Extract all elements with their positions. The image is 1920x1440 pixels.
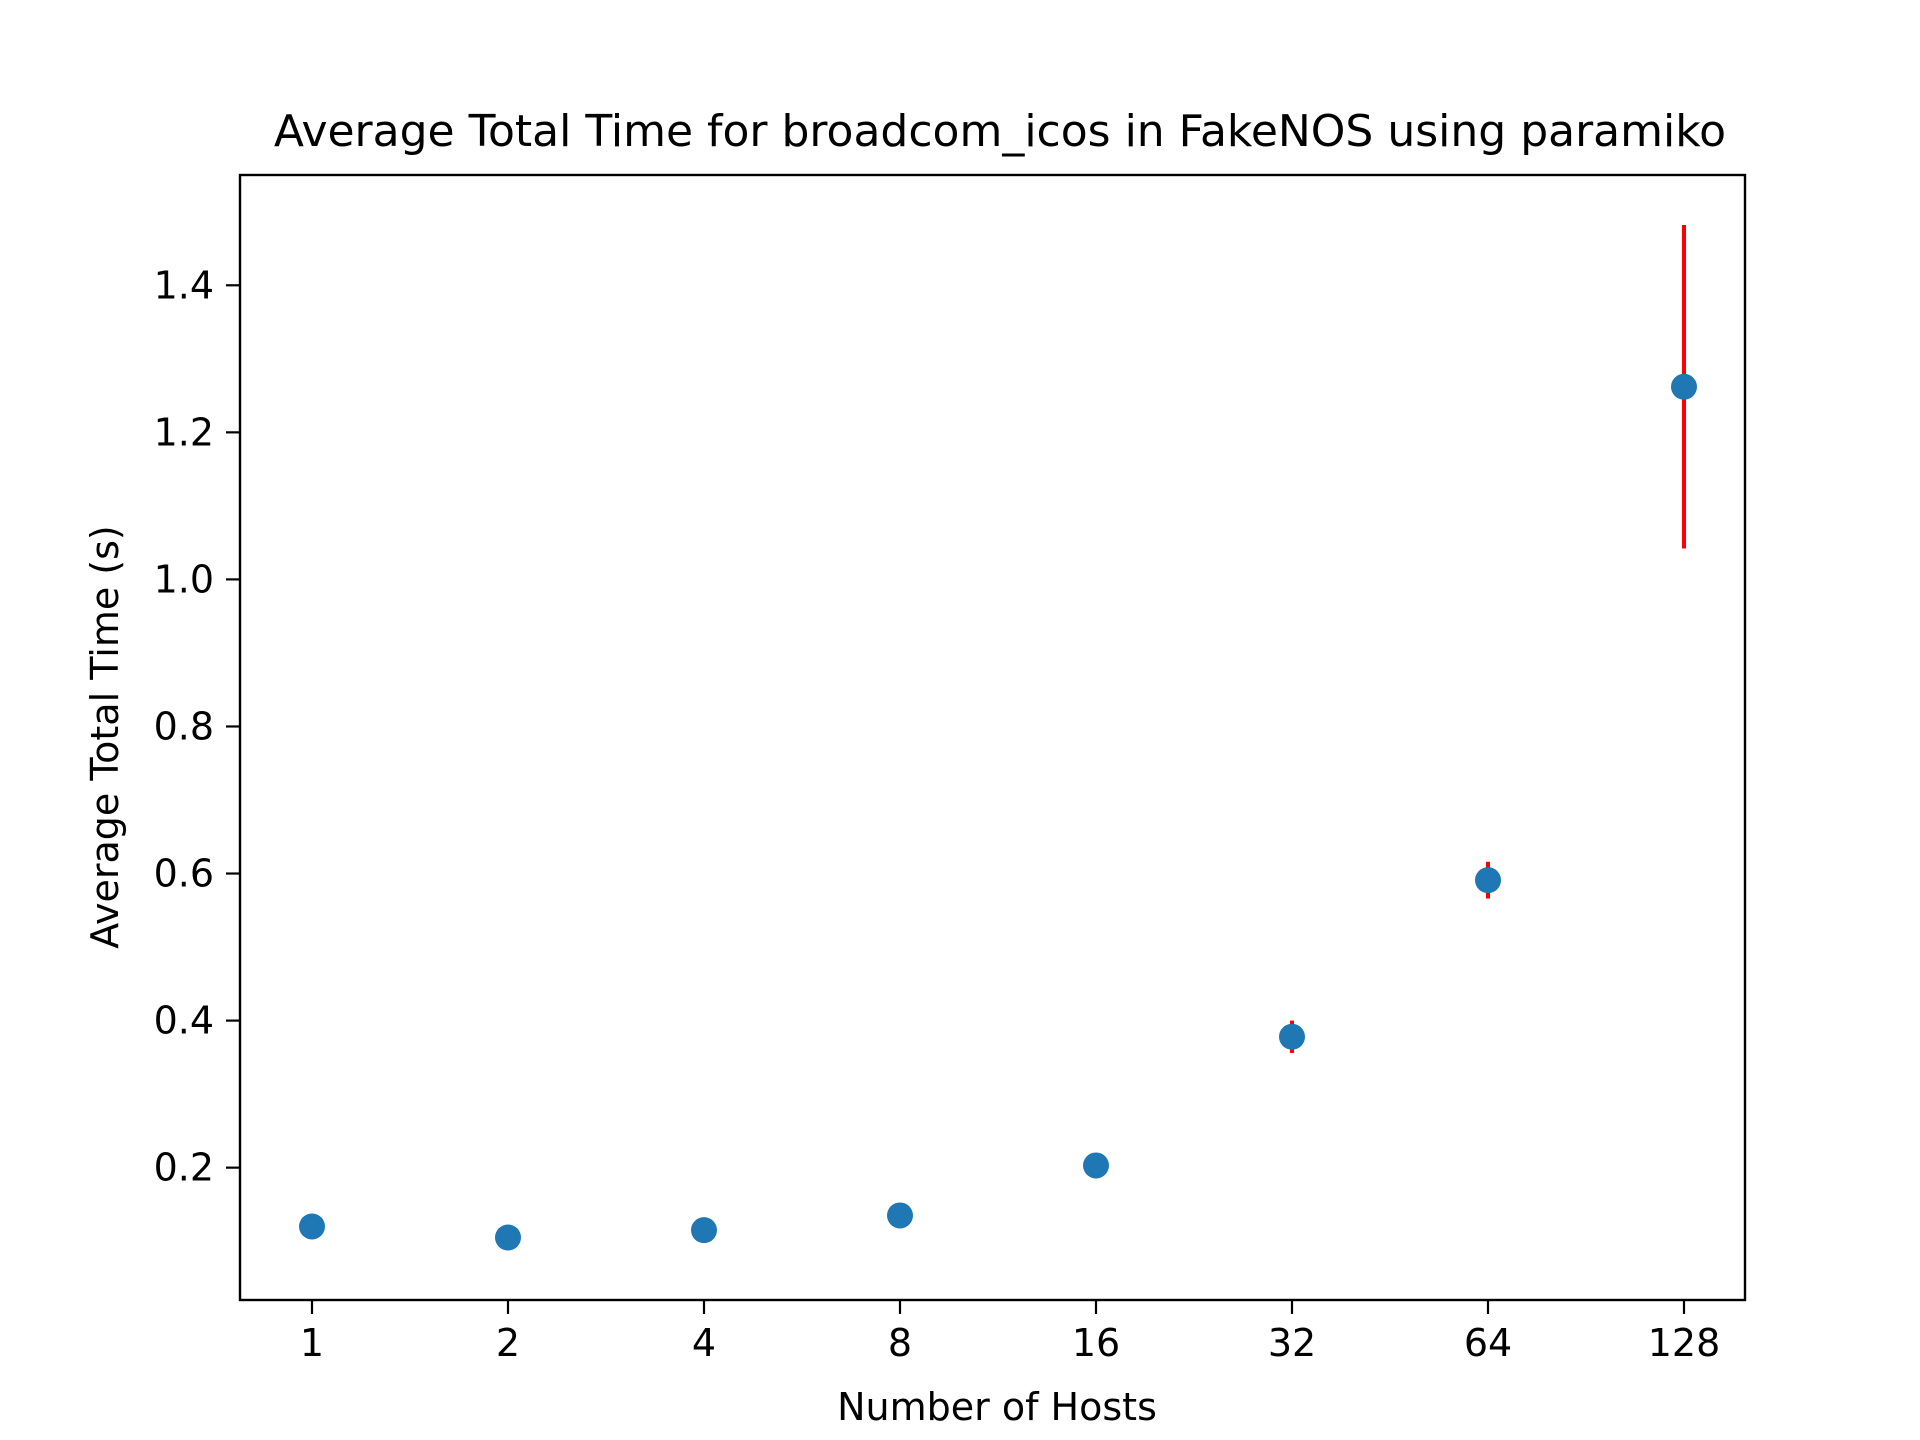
data-point [1671, 373, 1697, 400]
x-tick-label: 16 [1072, 1321, 1120, 1365]
chart-title: Average Total Time for broadcom_icos in … [274, 106, 1726, 157]
x-tick-label: 1 [300, 1321, 324, 1365]
y-axis: 0.2 0.4 0.6 0.8 1.0 1.2 1.4 [154, 263, 240, 1190]
x-tick-label: 32 [1268, 1321, 1316, 1365]
data-point [495, 1224, 521, 1251]
y-tick-label: 0.2 [154, 1146, 214, 1190]
y-tick-label: 0.4 [154, 999, 214, 1043]
x-axis-label: Number of Hosts [837, 1385, 1157, 1429]
y-tick-label: 1.0 [154, 557, 214, 601]
x-tick-label: 128 [1648, 1321, 1721, 1365]
data-point [887, 1202, 913, 1229]
data-point [1475, 867, 1501, 894]
data-point [299, 1213, 325, 1240]
data-point [1279, 1023, 1305, 1050]
x-tick-label: 4 [692, 1321, 716, 1365]
data-point [691, 1217, 717, 1244]
y-tick-label: 0.6 [154, 852, 214, 896]
x-tick-label: 2 [496, 1321, 520, 1365]
y-axis-label: Average Total Time (s) [83, 525, 127, 948]
y-tick-label: 1.4 [154, 263, 214, 307]
y-tick-label: 1.2 [154, 410, 214, 454]
data-point [1083, 1152, 1109, 1179]
x-tick-label: 8 [888, 1321, 912, 1365]
x-tick-label: 64 [1464, 1321, 1512, 1365]
data-points [299, 373, 1697, 1251]
plot-area-frame [238, 173, 1747, 1302]
x-axis: 1 2 4 8 16 32 64 128 [300, 1300, 1720, 1365]
y-tick-label: 0.8 [154, 704, 214, 748]
